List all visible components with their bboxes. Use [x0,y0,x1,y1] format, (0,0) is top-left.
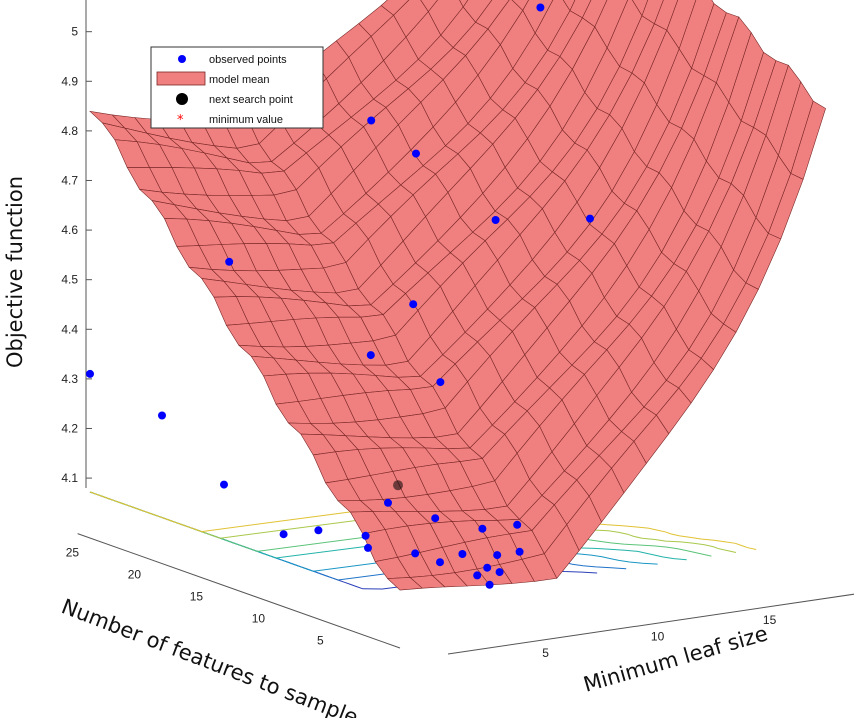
observed-point [458,550,467,558]
observed-point [431,514,440,523]
z-tick-label: 4.7 [61,173,78,187]
observed-point [495,568,504,577]
y-tick-label: 5 [317,633,324,647]
legend-minimum-label: minimum value [209,114,283,126]
observed-point [485,580,494,589]
model-mean-surface [89,0,826,591]
surface-facet [654,0,679,31]
observed-point [536,3,545,12]
y-axis-label: Number of features to sample [58,594,361,718]
observed-point [515,547,524,556]
surface-facet [641,0,664,25]
observed-point [411,549,420,558]
observed-point [436,558,444,567]
z-tick-label: 4.5 [61,273,78,287]
axes: 4.14.24.34.44.54.64.74.84.955.1510152025… [61,0,854,660]
x-tick-label: 10 [651,629,665,643]
observed-point [220,480,228,489]
next-search-point [393,480,403,491]
observed-point [478,524,487,533]
y-axis-line [77,533,401,649]
x-axis-line [447,593,854,655]
y-tick-label: 20 [128,567,142,581]
observed-point [586,214,594,223]
observed-point [412,149,420,158]
z-tick-label: 4.3 [61,372,78,386]
surface-facet [420,0,438,13]
observed-point [364,543,372,552]
y-tick-label: 25 [66,545,80,559]
y-tick-label: 15 [190,589,204,603]
x-axis-label: Minimum leaf size [581,621,771,697]
surface-facet [459,0,469,8]
legend-next-point-marker [176,93,188,105]
observed-point [513,520,522,529]
observed-point [86,369,94,378]
legend: observed points model mean next search p… [150,46,324,129]
z-tick-label: 5 [71,25,78,39]
z-tick-label: 4.8 [61,124,78,138]
surface-facet [562,0,576,12]
z-axis-label: Objective function [3,176,27,368]
x-tick-label: 15 [763,613,777,627]
observed-point [436,378,445,387]
observed-point [384,498,392,507]
z-tick-label: 4.2 [61,421,78,435]
observed-point [409,300,418,309]
surface-facet [582,0,608,28]
z-tick-label: 4.4 [61,322,78,336]
observed-point [279,530,288,539]
legend-observed-marker [178,55,186,63]
legend-observed-label: observed points [209,54,287,66]
legend-minimum-marker: * [177,113,184,128]
y-tick-label: 10 [252,611,266,625]
surface-facet [569,0,592,19]
observed-point [361,531,370,540]
observed-point [366,351,375,360]
z-tick-label: 4.6 [61,223,78,237]
legend-model-mean-marker [156,71,206,86]
legend-model-mean-label: model mean [209,74,270,86]
surface-facet [790,100,826,180]
observed-point [483,563,492,572]
legend-next-point-label: next search point [209,94,293,106]
observed-point [158,411,166,420]
surface-facet [632,0,649,17]
observed-point [473,571,482,580]
observed-point [225,257,234,266]
observed-point [491,216,500,224]
surface-facet [511,0,529,11]
observed-points-layer [86,3,594,589]
x-tick-label: 5 [542,646,549,660]
observed-point [314,526,323,535]
observed-point [493,551,502,560]
z-tick-label: 4.9 [61,74,78,88]
observed-point [367,116,376,125]
z-tick-label: 4.1 [61,471,78,485]
